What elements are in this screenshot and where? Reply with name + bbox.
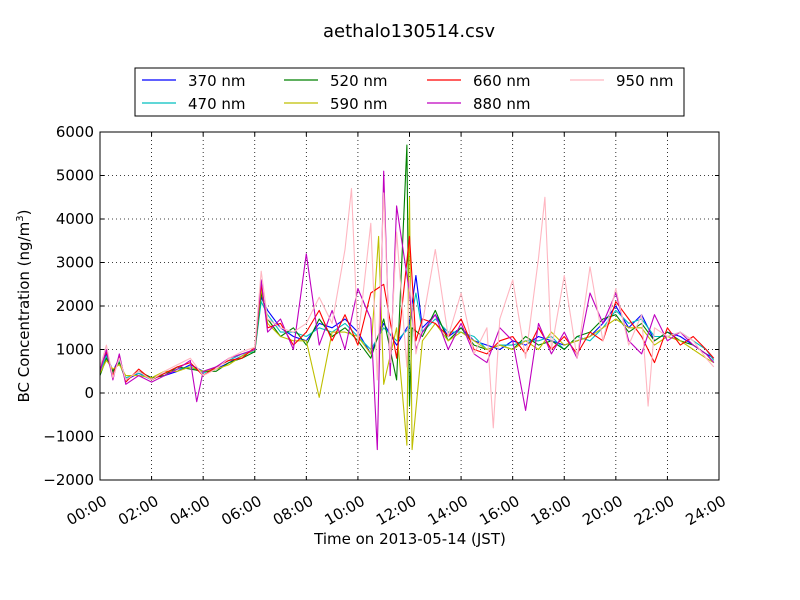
series-line-4: [100, 235, 715, 383]
y-axis-label: BC Concentration (ng/m3): [15, 210, 33, 403]
legend-label: 880 nm: [473, 95, 531, 113]
y-tick-label: 0: [84, 384, 94, 402]
chart-title: aethalo130514.csv: [323, 21, 495, 42]
series-line-3: [100, 196, 715, 451]
legend-label: 470 nm: [188, 95, 246, 113]
legend-label: 660 nm: [473, 72, 531, 90]
plot-area: [100, 144, 715, 451]
legend-box: [134, 67, 685, 117]
legend-label: 520 nm: [330, 72, 388, 90]
y-tick-labels: 6000 5000 4000 3000 2000 1000 0 −1000 −2000: [43, 123, 94, 489]
ticks: [99, 131, 720, 481]
y-tick-label: 6000: [56, 123, 94, 141]
y-tick-label: 4000: [56, 210, 94, 228]
x-axis-label: Time on 2013-05-14 (JST): [313, 530, 506, 548]
y-tick-label: −1000: [43, 428, 94, 446]
y-axis-label-close: ): [15, 210, 33, 216]
legend-label: 370 nm: [188, 72, 246, 90]
legend-label: 950 nm: [616, 72, 674, 90]
y-tick-label: 5000: [56, 167, 94, 185]
y-tick-label: −2000: [43, 471, 94, 489]
legend: 370 nm 470 nm 520 nm 590 nm 660 nm 880 nm 950 …: [142, 72, 674, 113]
legend-label: 590 nm: [330, 95, 388, 113]
y-tick-label: 1000: [56, 341, 94, 359]
series-line-6: [100, 188, 715, 429]
y-tick-label: 3000: [56, 254, 94, 272]
y-tick-label: 2000: [56, 297, 94, 315]
y-axis-label-sup: 3: [15, 215, 26, 221]
y-axis-label-main: BC Concentration (ng/m: [15, 222, 33, 403]
